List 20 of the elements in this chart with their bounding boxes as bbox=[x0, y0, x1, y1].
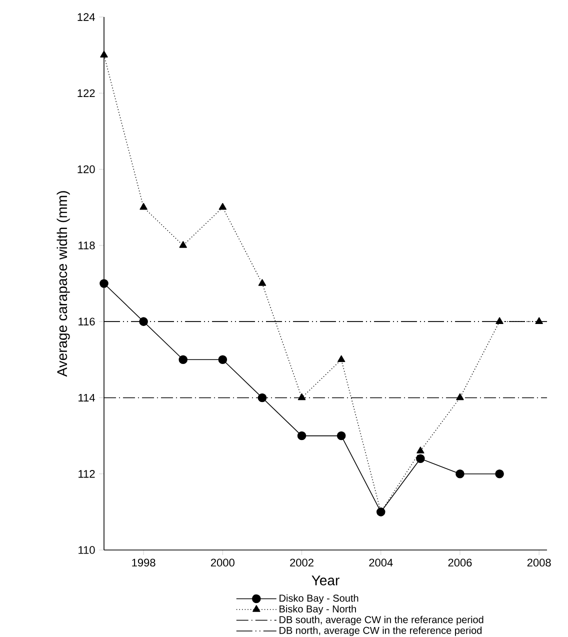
y-tick-label: 116 bbox=[78, 318, 95, 326]
y-tick-label: 114 bbox=[78, 394, 95, 402]
y-tick-label: 122 bbox=[78, 89, 95, 97]
legend-label: DB south, average CW in the referance period bbox=[280, 616, 484, 626]
x-tick-label: 2006 bbox=[448, 558, 472, 567]
x-tick-label: 2002 bbox=[290, 558, 314, 567]
y-tick-label: 120 bbox=[78, 165, 95, 174]
legend-label: DB north, average CW in the reference period bbox=[280, 626, 482, 636]
y-tick-label: 112 bbox=[78, 470, 95, 478]
y-tick-label: 124 bbox=[78, 13, 95, 21]
y-tick-label: 110 bbox=[78, 546, 95, 554]
x-tick-label: 2008 bbox=[527, 558, 551, 567]
x-tick-label: 2000 bbox=[210, 558, 234, 567]
legend-label: Bisko Bay - North bbox=[280, 605, 356, 614]
y-axis-title: Average carapace width (mm) bbox=[56, 191, 70, 377]
y-tick-label: 118 bbox=[78, 242, 95, 250]
x-tick-label: 2004 bbox=[369, 558, 393, 567]
legend-label: Disko Bay - South bbox=[280, 594, 358, 604]
x-tick-label: 1998 bbox=[132, 558, 156, 567]
x-axis-title: Year bbox=[312, 576, 340, 586]
